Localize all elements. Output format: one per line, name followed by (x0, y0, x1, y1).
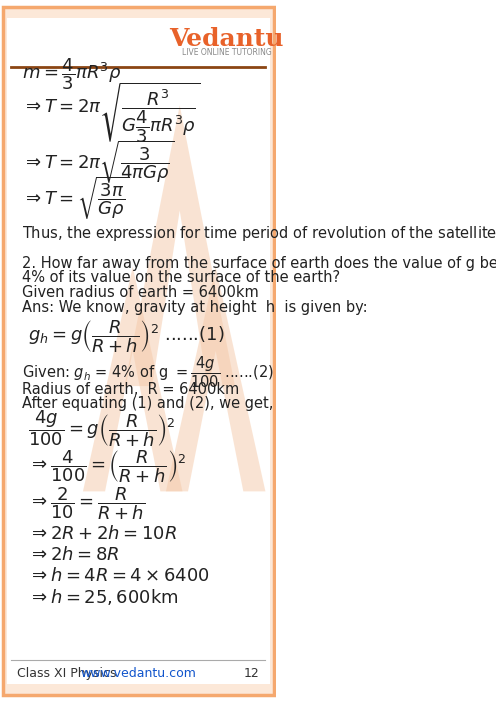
Text: $\Rightarrow\dfrac{2}{10} = \dfrac{R}{R+h}$: $\Rightarrow\dfrac{2}{10} = \dfrac{R}{R+… (28, 485, 145, 522)
Text: Vedantu: Vedantu (170, 27, 284, 51)
Text: Thus, the expression for time period of revolution of the satellite is  $T = \sq: Thus, the expression for time period of … (22, 214, 496, 253)
Text: www.vedantu.com: www.vedantu.com (80, 668, 196, 680)
Text: $m = \dfrac{4}{3}\pi R^3\rho$: $m = \dfrac{4}{3}\pi R^3\rho$ (22, 56, 122, 91)
Text: $\Rightarrow\dfrac{4}{100} = \left(\dfrac{R}{R+h}\right)^2$: $\Rightarrow\dfrac{4}{100} = \left(\dfra… (28, 449, 186, 485)
Text: 12: 12 (244, 668, 260, 680)
Text: Given radius of earth = 6400km: Given radius of earth = 6400km (22, 285, 259, 300)
FancyBboxPatch shape (7, 18, 270, 684)
Polygon shape (166, 267, 265, 491)
Text: $\Rightarrow T = 2\pi\sqrt{\dfrac{R^3}{G\dfrac{4}{3}\pi R^3\rho}}$: $\Rightarrow T = 2\pi\sqrt{\dfrac{R^3}{G… (22, 80, 200, 145)
Text: $\Rightarrow 2h = 8R$: $\Rightarrow 2h = 8R$ (28, 545, 119, 564)
Text: Given: $g_h$ = 4% of g $= \dfrac{4g}{100}$ ......(2): Given: $g_h$ = 4% of g $= \dfrac{4g}{100… (22, 355, 274, 390)
Text: After equating (1) and (2), we get,: After equating (1) and (2), we get, (22, 396, 273, 411)
FancyBboxPatch shape (3, 7, 274, 695)
Text: 4% of its value on the surface of the earth?: 4% of its value on the surface of the ea… (22, 270, 340, 286)
Text: $\Rightarrow 2R + 2h = 10R$: $\Rightarrow 2R + 2h = 10R$ (28, 524, 177, 543)
Polygon shape (83, 267, 183, 491)
Text: Class XI Physics: Class XI Physics (16, 668, 116, 680)
Text: $\Rightarrow T = \sqrt{\dfrac{3\pi}{G\rho}}$: $\Rightarrow T = \sqrt{\dfrac{3\pi}{G\rh… (22, 175, 130, 221)
Text: $\Rightarrow h = 25,600\text{km}$: $\Rightarrow h = 25,600\text{km}$ (28, 587, 178, 607)
Text: LIVE ONLINE TUTORING: LIVE ONLINE TUTORING (182, 48, 272, 57)
Text: $\Rightarrow T = 2\pi\sqrt{\dfrac{3}{4\pi G\rho}}$: $\Rightarrow T = 2\pi\sqrt{\dfrac{3}{4\p… (22, 138, 175, 185)
Polygon shape (124, 105, 235, 386)
Text: Radius of earth,  R = 6400km: Radius of earth, R = 6400km (22, 382, 240, 397)
Text: $\dfrac{4g}{100} = g\left(\dfrac{R}{R+h}\right)^2$: $\dfrac{4g}{100} = g\left(\dfrac{R}{R+h}… (28, 408, 175, 449)
Text: Ans: We know, gravity at height  h  is given by:: Ans: We know, gravity at height h is giv… (22, 300, 368, 315)
Text: 2. How far away from the surface of earth does the value of g be reduced to: 2. How far away from the surface of eart… (22, 256, 496, 271)
Text: $g_h = g\left(\dfrac{R}{R+h}\right)^2$ ......(1): $g_h = g\left(\dfrac{R}{R+h}\right)^2$ .… (28, 319, 224, 355)
Text: $\Rightarrow h = 4R = 4 \times 6400$: $\Rightarrow h = 4R = 4 \times 6400$ (28, 567, 209, 585)
